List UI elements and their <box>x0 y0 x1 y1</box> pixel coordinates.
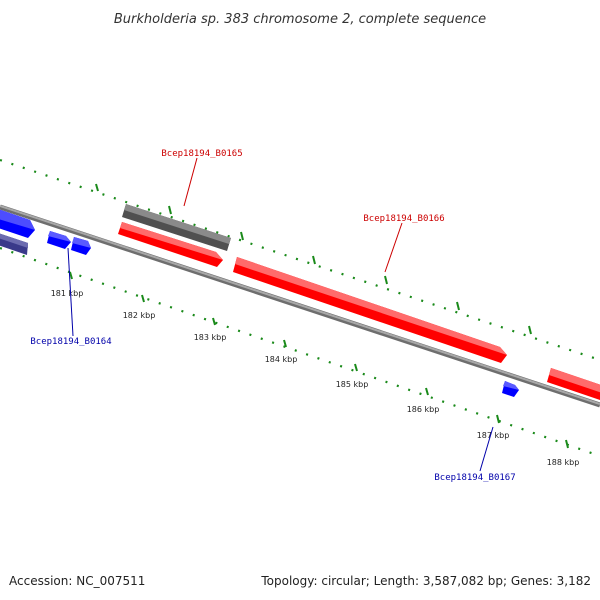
tick-label-185: 185 kbp <box>336 380 369 389</box>
gene-label-b0166[interactable]: Bcep18194_B0166 <box>363 214 444 224</box>
backbone <box>0 205 600 405</box>
gene-label-b0164[interactable]: Bcep18194_B0164 <box>30 337 111 347</box>
tick-label-187: 187 kbp <box>477 431 510 440</box>
lower-ruler <box>0 246 600 458</box>
leader-b0166 <box>384 222 403 273</box>
summary-text: Topology: circular; Length: 3,587,082 bp… <box>260 574 591 588</box>
tick-label-182: 182 kbp <box>123 311 156 320</box>
leader-b0165 <box>183 157 198 207</box>
leader-b0167 <box>479 426 494 472</box>
gene-label-b0167[interactable]: Bcep18194_B0167 <box>434 473 515 483</box>
lower-major-ticks <box>69 271 569 449</box>
upper-major-ticks <box>95 183 532 335</box>
accession-text: Accession: NC_007511 <box>9 574 145 588</box>
tick-label-181: 181 kbp <box>51 289 84 298</box>
tick-label-186: 186 kbp <box>407 405 440 414</box>
tick-label-183: 183 kbp <box>194 333 227 342</box>
upper-ruler <box>0 158 600 362</box>
leader-b0164 <box>67 247 74 337</box>
tick-label-184: 184 kbp <box>265 355 298 364</box>
map-title: Burkholderia sp. 383 chromosome 2, compl… <box>114 12 486 27</box>
tick-label-188: 188 kbp <box>547 458 580 467</box>
gene-label-b0165[interactable]: Bcep18194_B0165 <box>161 149 242 159</box>
